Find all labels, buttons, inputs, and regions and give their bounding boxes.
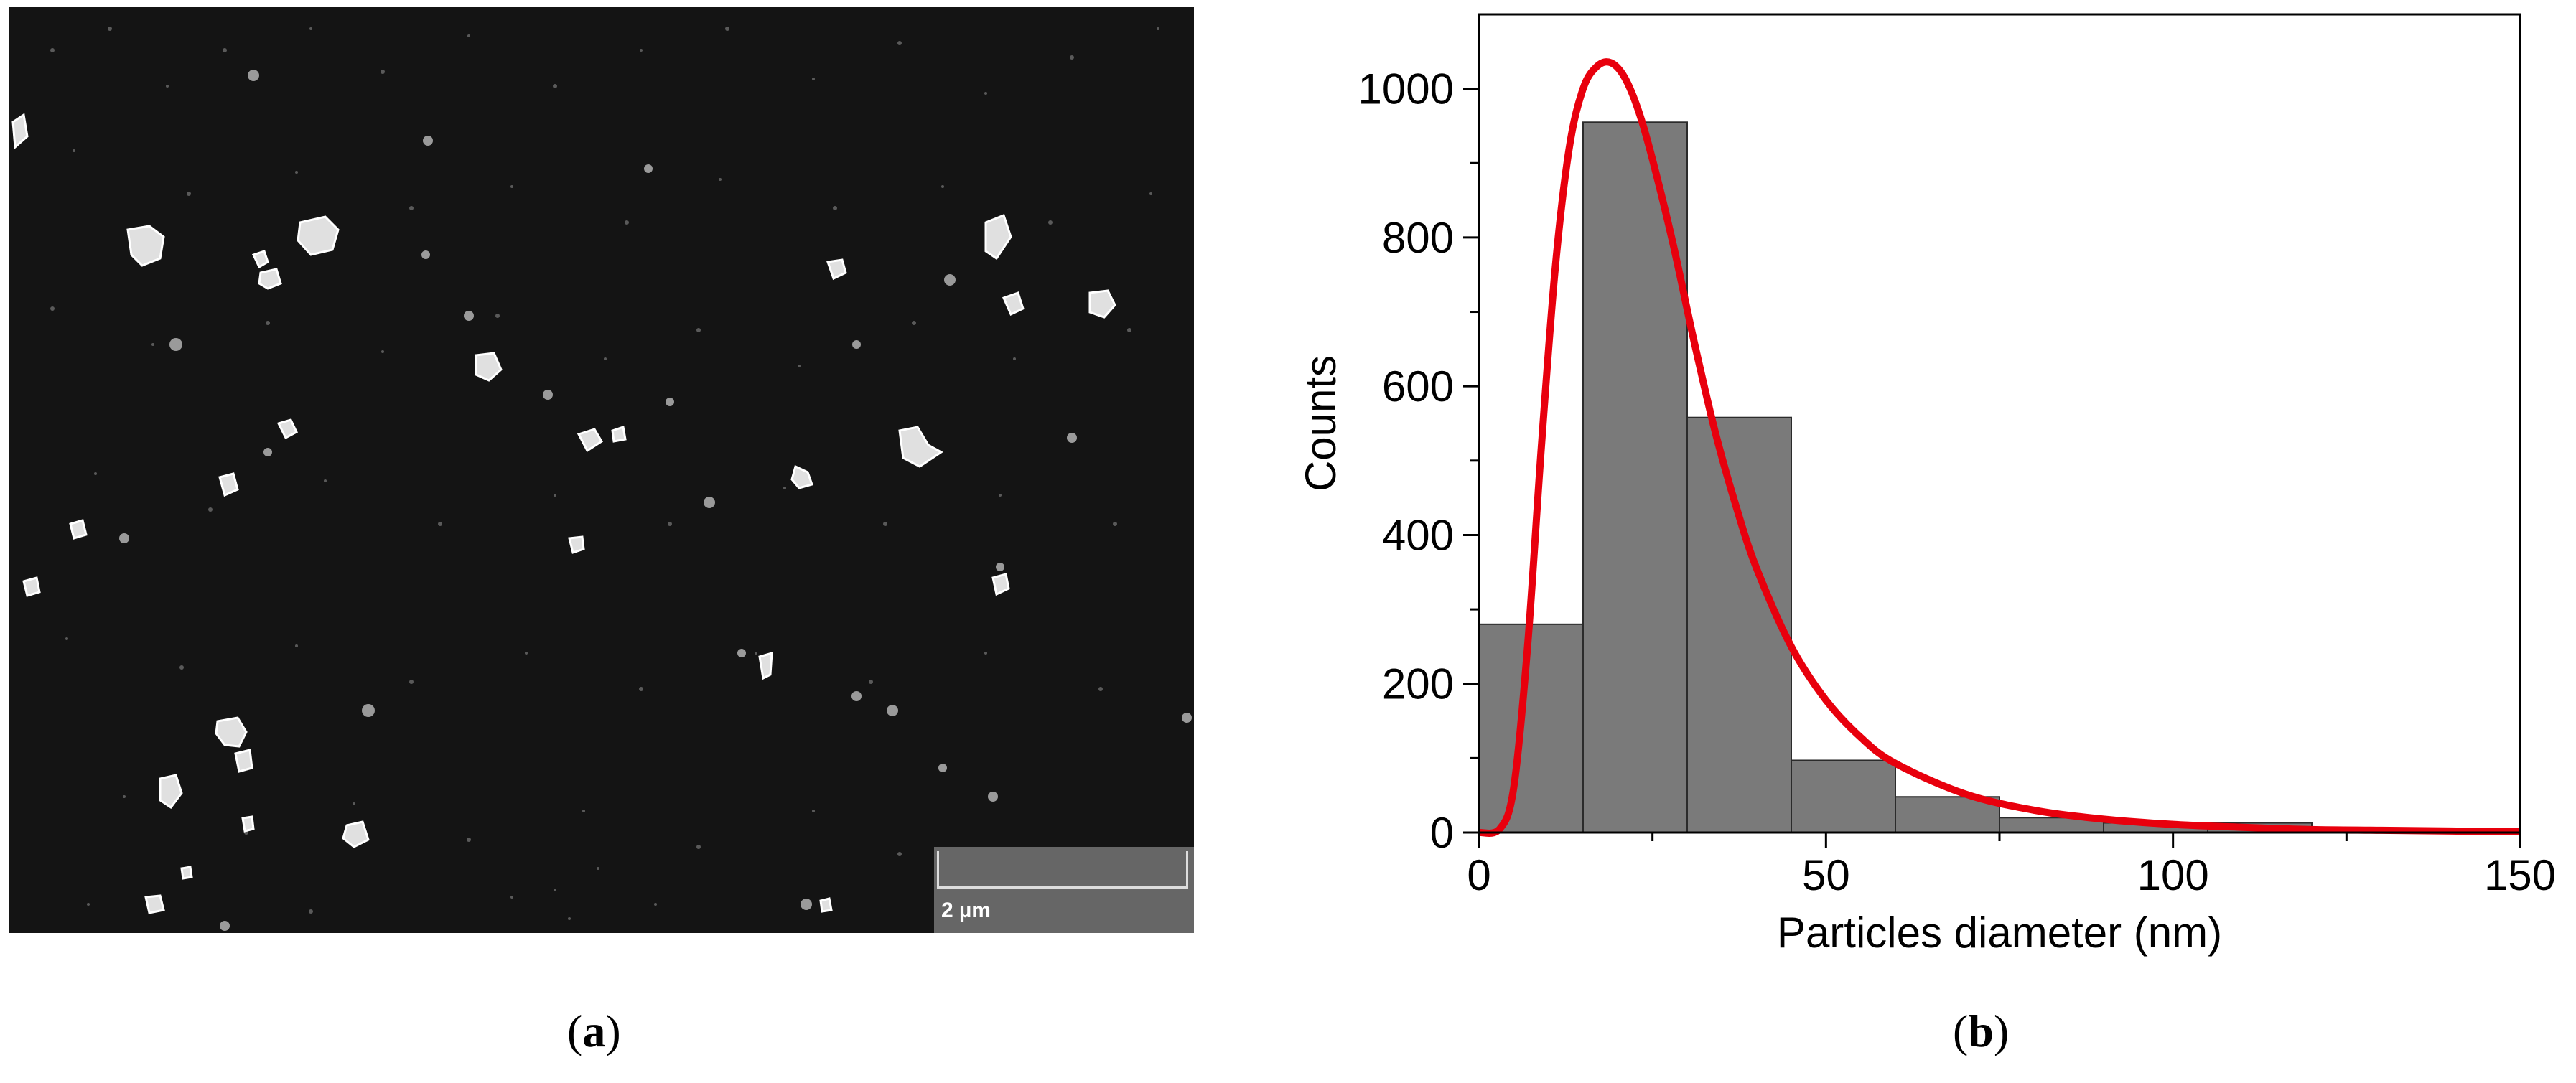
x-tick-label: 100 [2137, 851, 2209, 899]
caption-a-letter: a [582, 1005, 606, 1056]
sem-particles [11, 27, 1192, 931]
histogram-bar [1791, 759, 1896, 834]
scale-bar: 2 µm [934, 847, 1194, 933]
x-axis-label: Particles diameter (nm) [1777, 909, 2222, 957]
caption-b: (b) [1953, 1005, 2010, 1056]
y-tick-label: 200 [1382, 660, 1454, 708]
histogram-chart: 0 50 100 150 0 200 400 600 800 1000 Particles di… [1297, 13, 2556, 957]
scale-bar-label: 2 µm [941, 899, 991, 922]
histogram-bar [1478, 623, 1584, 833]
x-tick-label: 150 [2484, 851, 2556, 899]
caption-a: (a) [567, 1005, 621, 1056]
y-tick-label: 1000 [1358, 65, 1454, 113]
lognormal-fit-curve [1478, 58, 2521, 837]
x-tick-label: 50 [1802, 851, 1850, 899]
y-tick-label: 600 [1382, 362, 1454, 411]
y-tick-label: 0 [1430, 809, 1454, 857]
x-tick-label: 0 [1467, 851, 1490, 899]
scale-ruler [937, 851, 1188, 889]
y-tick-label: 400 [1382, 511, 1454, 559]
y-tick-label: 800 [1382, 214, 1454, 262]
histogram-bar [1686, 416, 1792, 833]
histogram-bars [1478, 121, 2313, 834]
y-axis-label: Counts [1297, 355, 1345, 492]
sem-micrograph: 2 µm [9, 7, 1194, 933]
y-axis-ticks: 0 200 400 600 800 1000 [1358, 65, 1479, 857]
caption-b-letter: b [1968, 1005, 1994, 1056]
x-axis-ticks: 0 50 100 150 [1467, 833, 2556, 899]
